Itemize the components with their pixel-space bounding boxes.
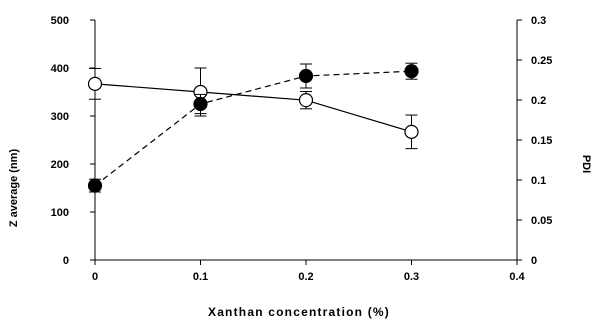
y-left-tick-label: 200 (51, 159, 69, 171)
data-point (298, 68, 314, 84)
y-left-tick-label: 300 (51, 111, 69, 123)
data-point (298, 93, 314, 108)
series-2-line (94, 70, 412, 187)
y-left-tick-label: 100 (51, 207, 69, 219)
data-point (404, 124, 419, 139)
y-right-tick-label: 0 (531, 255, 537, 267)
axes: 0 0.1 0.2 0.3 0.4 0 100 200 300 400 500 0 0.05 0.1 0.1… (51, 15, 553, 283)
series-1 (87, 67, 419, 150)
x-tick-label: 0.1 (193, 271, 208, 283)
x-tick-label: 0.2 (298, 271, 313, 283)
y-right-tick-label: 0.2 (531, 95, 546, 107)
data-point (404, 64, 419, 79)
y-left-tick-label: 400 (51, 63, 69, 75)
y-left-tick-label: 0 (63, 255, 69, 267)
x-axis-title: Xanthan concentration (%) (208, 305, 390, 319)
x-tick-label: 0 (92, 271, 98, 283)
series-1-line (94, 83, 412, 133)
data-point (193, 96, 208, 112)
y-right-axis-title: PDI (580, 155, 591, 173)
x-tick-label: 0.4 (509, 271, 525, 283)
y-right-tick-label: 0.15 (531, 135, 552, 147)
y-right-tick-label: 0.3 (531, 15, 546, 27)
data-point (87, 76, 103, 91)
y-left-axis-title: Z average (nm) (8, 149, 20, 228)
y-right-tick-label: 0.05 (531, 215, 552, 227)
data-point (87, 178, 103, 193)
y-right-tick-label: 0.1 (531, 175, 546, 187)
y-left-tick-label: 500 (51, 15, 69, 27)
series-layer (87, 62, 419, 193)
y-right-tick-label: 0.25 (531, 55, 552, 67)
series-2 (87, 62, 419, 193)
x-tick-label: 0.3 (404, 271, 419, 283)
